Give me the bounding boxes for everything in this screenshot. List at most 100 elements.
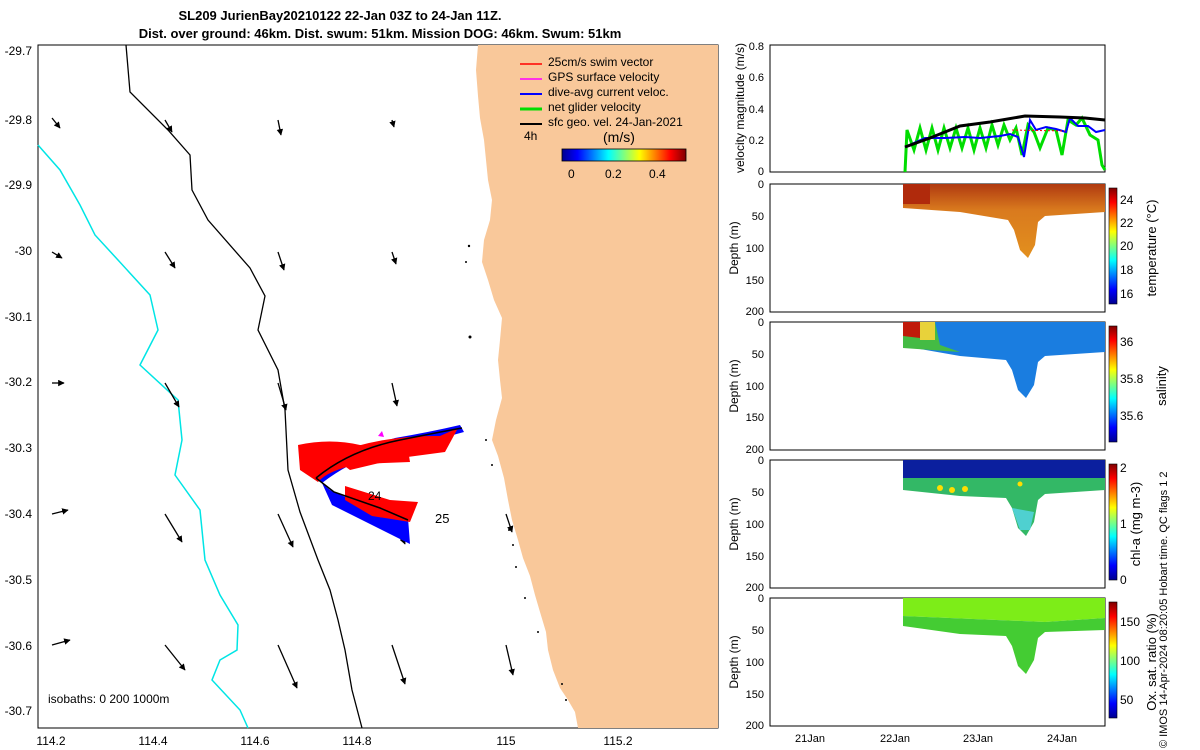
map-title-line1: SL209 JurienBay20210122 22-Jan 03Z to 24… (178, 8, 502, 23)
time-tick: 22Jan (880, 733, 910, 745)
lat-tick: -29.8 (5, 113, 33, 127)
legend-net-glider: net glider velocity (520, 100, 641, 114)
map-colorbar (561, 148, 687, 162)
lat-ticks: -29.7 -29.8 -29.9 -30 -30.1 -30.2 -30.3 … (5, 44, 33, 718)
lat-tick: -30.3 (5, 441, 33, 455)
time-tick: 23Jan (963, 733, 993, 745)
lat-tick: -30.6 (5, 639, 33, 653)
chla-cbar-tick: 1 (1120, 517, 1127, 531)
temp-cbar-tick: 20 (1120, 239, 1134, 253)
ox-cbar-tick: 50 (1120, 693, 1134, 707)
sal-cbar-tick: 35.6 (1120, 409, 1144, 423)
chla-ytick: 200 (746, 582, 764, 594)
vel-ytick: 0.8 (749, 41, 764, 53)
chla-cbar-label: chl-a (mg m-3) (1128, 482, 1143, 567)
lon-tick: 114.6 (240, 734, 269, 748)
footer-credit: © IMOS 14-Apr-2024 08:20:05 Hobart time.… (1158, 471, 1170, 748)
chla-ytick: 0 (758, 455, 764, 467)
velocity-ylabel: velocity magnitude (m/s) (733, 43, 747, 173)
isobath-200m (125, 44, 363, 729)
ox-ytick: 150 (746, 689, 764, 701)
colorbar-tick-0: 0 (568, 167, 575, 181)
temp-cbar-label: temperature (°C) (1144, 200, 1159, 297)
temperature-panel: 0 50 100 150 200 Depth (m) 24 22 20 18 1… (727, 179, 1159, 318)
temp-ytick: 50 (752, 211, 764, 223)
lat-tick: -30.1 (5, 310, 33, 324)
current-vectors (51, 117, 515, 689)
sal-ytick: 200 (746, 444, 764, 456)
lon-tick: 115 (496, 734, 515, 748)
ox-ytick: 50 (752, 625, 764, 637)
chla-cbar-tick: 2 (1120, 461, 1127, 475)
time-tick: 24Jan (1047, 733, 1077, 745)
lat-tick: -30.2 (5, 375, 33, 389)
colorbar-tick-2: 0.4 (649, 167, 666, 181)
ox-ytick: 200 (746, 720, 764, 732)
chla-ytick: 100 (746, 519, 764, 531)
legend-gps-velocity: GPS surface velocity (520, 70, 659, 84)
track-label-25: 25 (435, 511, 449, 526)
lat-tick: -30.4 (5, 507, 33, 521)
ox-ylabel: Depth (m) (727, 635, 741, 688)
lat-tick: -29.9 (5, 178, 33, 192)
legend-sfc-geo: sfc geo. vel. 24-Jan-2021 (520, 115, 683, 129)
temp-ytick: 100 (746, 243, 764, 255)
chla-panel: 0 50 100 150 200 Depth (m) 2 1 0 chl-a (… (727, 455, 1143, 594)
isobaths-label: isobaths: 0 200 1000m (48, 692, 169, 706)
vel-ytick: 0 (758, 166, 764, 178)
temp-ylabel: Depth (m) (727, 221, 741, 274)
lon-tick: 115.2 (603, 734, 632, 748)
ox-ytick: 0 (758, 593, 764, 605)
lon-tick: 114.2 (36, 734, 65, 748)
sal-ytick: 150 (746, 412, 764, 424)
map-legend: 25cm/s swim vector GPS surface velocity … (520, 55, 687, 181)
chla-ytick: 50 (752, 487, 764, 499)
lon-tick: 114.8 (342, 734, 371, 748)
chla-ytick: 150 (746, 551, 764, 563)
vel-ytick: 0.4 (749, 104, 764, 116)
map-title-line2: Dist. over ground: 46km. Dist. swum: 51k… (138, 26, 622, 41)
vel-ytick: 0.6 (749, 72, 764, 84)
lat-tick: -30.5 (5, 573, 33, 587)
velocity-panel: velocity magnitude (m/s) 0 0.2 0.4 0.6 0… (733, 41, 1107, 178)
temp-cbar-tick: 22 (1120, 216, 1134, 230)
vel-ytick: 0.2 (749, 135, 764, 147)
temp-ytick: 0 (758, 179, 764, 191)
sal-ylabel: Depth (m) (727, 359, 741, 412)
colorbar-unit-label: (m/s) (603, 129, 635, 145)
lon-ticks: 114.2 114.4 114.6 114.8 115 115.2 (36, 734, 632, 748)
sal-ytick: 50 (752, 349, 764, 361)
temp-cbar-tick: 18 (1120, 263, 1134, 277)
temp-cbar-tick: 24 (1120, 193, 1134, 207)
temp-ytick: 150 (746, 275, 764, 287)
land-area (476, 45, 718, 728)
legend-dive-avg: dive-avg current veloc. (520, 85, 669, 99)
legend-interval: 4h (524, 129, 537, 143)
lon-tick: 114.4 (138, 734, 167, 748)
lat-tick: -29.7 (5, 44, 33, 58)
glider-track (298, 425, 464, 544)
ox-cbar-label: Ox. sat. ratio (%) (1144, 613, 1159, 711)
sal-cbar-tick: 35.8 (1120, 372, 1144, 386)
ox-cbar-tick: 100 (1120, 654, 1140, 668)
chla-ylabel: Depth (m) (727, 497, 741, 550)
lat-tick: -30 (15, 244, 33, 258)
salinity-panel: 0 50 100 150 200 Depth (m) 36 35.8 35.6 … (727, 317, 1169, 456)
temp-cbar-tick: 16 (1120, 287, 1134, 301)
svg-text:dive-avg current veloc.: dive-avg current veloc. (548, 85, 669, 99)
time-axis: 21Jan 22Jan 23Jan 24Jan (795, 733, 1077, 745)
map-panel: 24 25 25cm/s swim vector GPS surface vel… (5, 44, 719, 748)
svg-text:GPS surface velocity: GPS surface velocity (548, 70, 659, 84)
svg-text:25cm/s swim vector: 25cm/s swim vector (548, 55, 653, 69)
colorbar-tick-1: 0.2 (605, 167, 622, 181)
sal-ytick: 0 (758, 317, 764, 329)
legend-swim-vector: 25cm/s swim vector (520, 55, 653, 69)
temp-ytick: 200 (746, 306, 764, 318)
ox-ytick: 100 (746, 657, 764, 669)
sal-cbar-tick: 36 (1120, 335, 1134, 349)
sal-cbar-label: salinity (1154, 366, 1169, 406)
ox-cbar-tick: 150 (1120, 615, 1140, 629)
lat-tick: -30.7 (5, 704, 33, 718)
svg-text:net glider velocity: net glider velocity (548, 100, 641, 114)
